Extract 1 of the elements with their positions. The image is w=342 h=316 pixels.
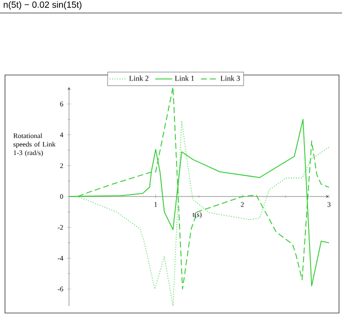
text: n(5t) − 0.02 sin(15t) — [4, 1, 82, 10]
